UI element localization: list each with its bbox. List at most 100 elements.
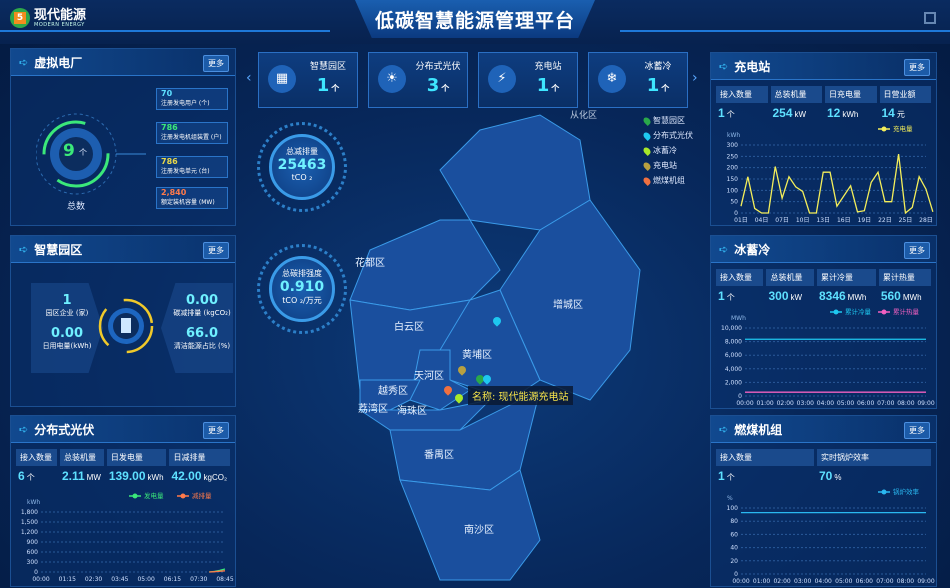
x-tick-label: 07:00 [876,578,893,585]
stat-value: 12 kWh [827,106,859,120]
summary-card[interactable]: ▦ 智慧园区 1 个 [258,52,358,108]
building-icon [98,298,154,354]
stat-item: 总装机量 300 kW [766,269,814,308]
map-region-conghua[interactable] [439,114,591,231]
more-button[interactable]: 更多 [904,422,930,439]
legend-label: 充电量 [893,124,913,133]
vpp-item: 786 注册发电机组装置 (户) [156,122,228,144]
x-tick-label: 04:00 [815,578,832,585]
panel-title: 充电站 [734,59,771,74]
legend-item[interactable]: 分布式光伏 [642,130,693,141]
x-tick-label: 01:15 [59,576,76,583]
y-tick-label: 100 [727,187,739,194]
y-axis-label: % [727,495,733,502]
summary-card[interactable]: ⚡ 充电站 1 个 [478,52,578,108]
x-tick-label: 05:00 [835,578,852,585]
legend-label: 锅炉效率 [893,487,920,496]
y-tick-label: 6,000 [725,352,742,359]
map-region-haizhu[interactable] [358,399,492,431]
y-tick-label: 1,800 [21,509,38,516]
y-tick-label: 300 [27,559,39,566]
series-line-0 [740,153,934,215]
stat-label: 总装机量 [766,269,814,286]
y-tick-label: 0 [34,569,38,576]
y-tick-label: 250 [727,153,739,160]
card-label: 智慧园区 [309,62,346,72]
stat-label: 日充电量 [825,86,877,103]
panel-title: 冰蓄冷 [734,242,771,257]
x-tick-label: 08:45 [216,576,233,583]
prev-arrow-icon[interactable]: ‹ [246,70,252,86]
y-axis-label: kWh [27,499,40,506]
coal-chart: % 0 20 40 60 80 100 00:00 01:00 02:00 03:00 04:00 05… [727,487,935,585]
x-tick-label: 08:00 [897,578,914,585]
logo-subtext: MODERN ENERGY [34,21,85,28]
vpp-item: 2,840 额定装机容量 (MW) [156,187,228,209]
x-tick-label: 05:00 [137,576,154,583]
y-tick-label: 60 [730,531,738,538]
y-tick-label: 600 [27,549,39,556]
building-icon: ▦ [268,65,296,93]
y-axis-label: kWh [727,132,740,139]
legend-item[interactable]: 燃煤机组 [642,175,693,186]
fullscreen-icon[interactable] [924,12,936,24]
logo-icon: 5 [10,8,30,28]
map-region-yuexiu[interactable] [359,379,421,411]
panel-vpp: ➪ 虚拟电厂 更多 9 个 总数 70 注册发电用户 (个) 786 注册发电机组装置… [10,48,236,226]
more-button[interactable]: 更多 [203,55,229,72]
panel-title: 智慧园区 [34,242,83,257]
y-tick-label: 40 [730,545,738,552]
summary-card[interactable]: ❄ 冰蓄冷 1 个 [588,52,688,108]
x-tick-label: 07:00 [877,400,894,407]
x-tick-label: 08:00 [897,400,914,407]
more-button[interactable]: 更多 [904,59,930,76]
map-pin-icon [642,115,652,126]
panel-charging: ➪ 充电站 更多 接入数量 1 个总装机量 254 kW 日充电量 12 kWh 日营业额 14 元 … [710,52,937,226]
x-tick-label: 16日 [837,217,851,224]
more-button[interactable]: 更多 [203,422,229,439]
region-label: 增城区 [553,300,583,311]
vpp-item: 786 注册发电单元 (台) [156,156,228,178]
legend-marker [833,309,839,315]
vpp-total-value: 9 [63,141,75,161]
solar-panel-icon: ☀ [378,65,406,93]
more-button[interactable]: 更多 [203,242,229,259]
x-tick-label: 22日 [878,217,892,224]
stat-value: 300 kW [768,289,803,303]
region-label: 花都区 [355,258,385,269]
x-tick-label: 02:00 [777,400,794,407]
x-tick-label: 01日 [734,217,748,224]
card-label: 分布式光伏 [415,62,461,72]
legend-item[interactable]: 冰蓄冷 [642,145,693,156]
map-legend: 智慧园区分布式光伏冰蓄冷充电站燃煤机组 [642,115,693,190]
panel-park: ➪ 智慧园区 更多 1 园区企业 (家) 0.00 日用电量(kWh) 0.00 碳减排… [10,235,236,407]
next-arrow-icon[interactable]: › [692,70,698,86]
stat-label: 接入数量 [716,86,768,103]
more-button[interactable]: 更多 [904,242,930,259]
stat-value: 42.00 kgCO₂ [171,469,228,483]
stat-item: 日充电量 12 kWh [825,86,877,125]
arrow-icon: ➪ [19,242,29,256]
stat-label: 日营业额 [879,86,931,103]
x-tick-label: 25日 [899,217,913,224]
x-tick-label: 04:00 [817,400,834,407]
vpp-total-unit: 个 [79,148,87,157]
stat-item: 接入数量 6 个 [16,449,57,488]
stat-item: 接入数量 1 个 [716,269,764,308]
summary-card[interactable]: ☀ 分布式光伏 3 个 [368,52,468,108]
x-tick-label: 02:30 [85,576,102,583]
map-pin-icon [642,130,652,141]
region-label: 黄埔区 [462,350,492,361]
legend-item[interactable]: 充电站 [642,160,693,171]
stat-value: 8346 MWh [818,289,867,303]
vpp-total-label: 总数 [67,202,86,212]
y-tick-label: 8,000 [725,339,742,346]
stat-label: 总装机量 [770,86,822,103]
stat-label: 接入数量 [716,269,764,286]
legend-item[interactable]: 智慧园区 [642,115,693,126]
region-label: 番禺区 [424,450,454,461]
map-region-nansha[interactable] [399,469,541,581]
